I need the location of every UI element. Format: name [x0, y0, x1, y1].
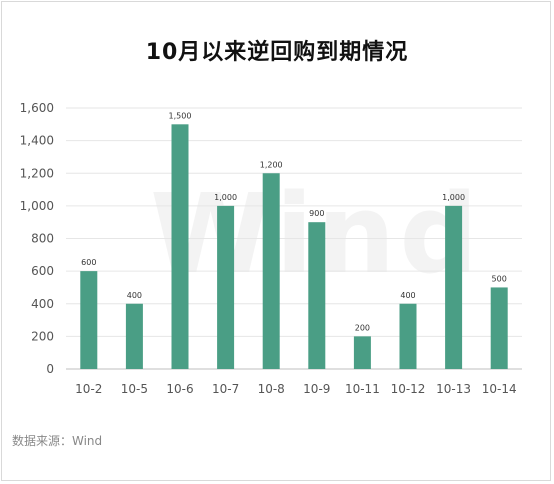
bar: [217, 205, 235, 369]
source-note: 数据来源：Wind: [12, 434, 103, 448]
x-tick-label: 10-11: [345, 382, 380, 396]
y-tick-label: 0: [46, 362, 54, 376]
data-label: 1,200: [260, 160, 283, 169]
x-tick-label: 10-14: [482, 382, 517, 396]
data-label: 900: [309, 209, 324, 218]
y-tick-label: 1,600: [20, 101, 54, 115]
x-tick-label: 10-13: [436, 382, 471, 396]
y-tick-label: 400: [31, 297, 54, 311]
x-tick-label: 10-6: [166, 382, 193, 396]
x-tick-label: 10-5: [121, 382, 148, 396]
bar: [171, 124, 189, 369]
x-tick-label: 10-12: [391, 382, 426, 396]
y-tick-label: 200: [31, 329, 54, 343]
y-tick-label: 800: [31, 232, 54, 246]
x-tick-label: 10-9: [303, 382, 330, 396]
bar: [262, 173, 280, 369]
bar: [308, 222, 326, 369]
data-label: 200: [355, 323, 370, 332]
data-label: 1,000: [442, 193, 465, 202]
bar: [80, 271, 98, 369]
y-tick-label: 600: [31, 264, 54, 278]
y-tick-label: 1,400: [20, 134, 54, 148]
x-tick-label: 10-8: [258, 382, 285, 396]
chart-title: 10月以来逆回购到期情况: [145, 40, 409, 65]
x-tick-label: 10-7: [212, 382, 239, 396]
bar: [353, 336, 371, 369]
data-label: 1,500: [169, 111, 192, 120]
bar: [125, 303, 143, 369]
y-tick-label: 1,000: [20, 199, 54, 213]
y-tick-label: 1,200: [20, 166, 54, 180]
data-label: 600: [81, 258, 96, 267]
bar: [399, 303, 417, 369]
bar: [445, 205, 463, 369]
bar: [490, 287, 508, 369]
data-label: 400: [127, 291, 142, 300]
x-tick-label: 10-2: [75, 382, 102, 396]
data-label: 400: [400, 291, 415, 300]
data-label: 500: [492, 274, 507, 283]
data-label: 1,000: [214, 193, 237, 202]
